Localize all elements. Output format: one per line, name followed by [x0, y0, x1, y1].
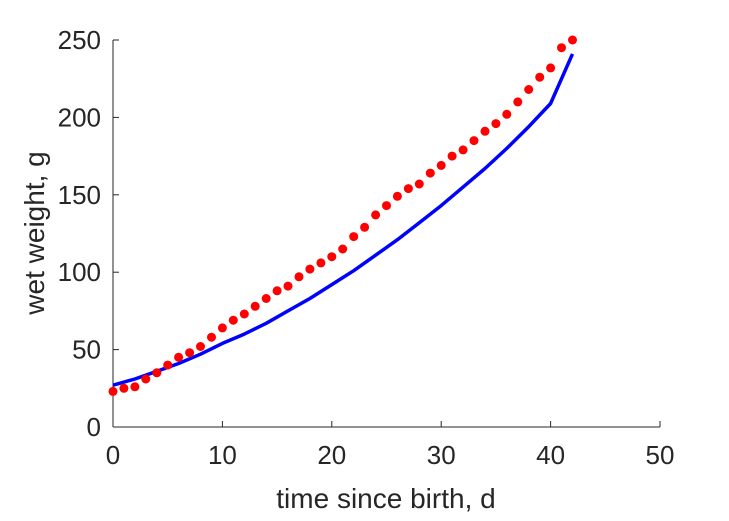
data-point	[283, 281, 293, 291]
plot-area	[112, 40, 660, 428]
data-point	[349, 232, 359, 242]
data-point	[228, 315, 238, 325]
x-axis-label: time since birth, d	[276, 483, 495, 514]
y-tick-label: 0	[87, 412, 101, 442]
data-point	[108, 386, 118, 396]
data-point	[130, 382, 140, 392]
data-point	[535, 72, 545, 82]
data-point	[152, 368, 162, 378]
data-point	[185, 348, 195, 358]
data-point	[480, 126, 490, 136]
data-point	[294, 272, 304, 282]
series-layer	[108, 35, 577, 396]
x-tick-label: 20	[317, 440, 346, 470]
data-point	[403, 184, 413, 194]
data-point	[392, 191, 402, 201]
data-point	[217, 323, 227, 333]
y-tick-label: 50	[72, 335, 101, 365]
data-point	[568, 35, 577, 45]
x-tick-label: 40	[536, 440, 565, 470]
data-point	[414, 179, 424, 189]
model-curve	[112, 53, 575, 387]
data-point	[272, 286, 282, 296]
data-point	[425, 168, 435, 178]
data-point	[513, 97, 523, 107]
data-point	[502, 109, 512, 119]
data-point	[327, 252, 337, 262]
data-point	[239, 309, 249, 319]
data-point	[360, 222, 370, 232]
data-point	[491, 119, 501, 129]
data-point	[163, 360, 173, 370]
data-point	[141, 374, 151, 384]
y-tick-label: 250	[58, 25, 101, 55]
data-point	[546, 63, 556, 73]
data-point	[371, 210, 381, 220]
x-tick-label: 50	[646, 440, 675, 470]
x-tick-label: 10	[208, 440, 237, 470]
y-tick-label: 100	[58, 257, 101, 287]
y-tick-label: 200	[58, 102, 101, 132]
data-point	[207, 332, 216, 342]
data-point	[458, 145, 468, 155]
x-tick-label: 0	[106, 440, 120, 470]
data-point	[557, 43, 566, 53]
data-point	[338, 244, 348, 254]
data-point	[174, 352, 184, 362]
data-point	[382, 201, 391, 211]
x-tick-label: 30	[427, 440, 456, 470]
data-point	[196, 342, 205, 351]
data-point	[447, 151, 457, 161]
data-point	[305, 264, 315, 274]
data-point	[436, 160, 446, 170]
y-tick-label: 150	[58, 180, 101, 210]
data-point	[250, 301, 260, 311]
data-point	[261, 294, 271, 303]
data-point	[469, 136, 479, 146]
data-point	[524, 85, 534, 94]
y-axis-label: wet weight, g	[19, 151, 50, 315]
tick-layer: 0 10 20 30 40 50 0 50 100 150 200 250	[58, 25, 675, 470]
data-point	[316, 258, 326, 268]
data-point	[119, 383, 129, 393]
